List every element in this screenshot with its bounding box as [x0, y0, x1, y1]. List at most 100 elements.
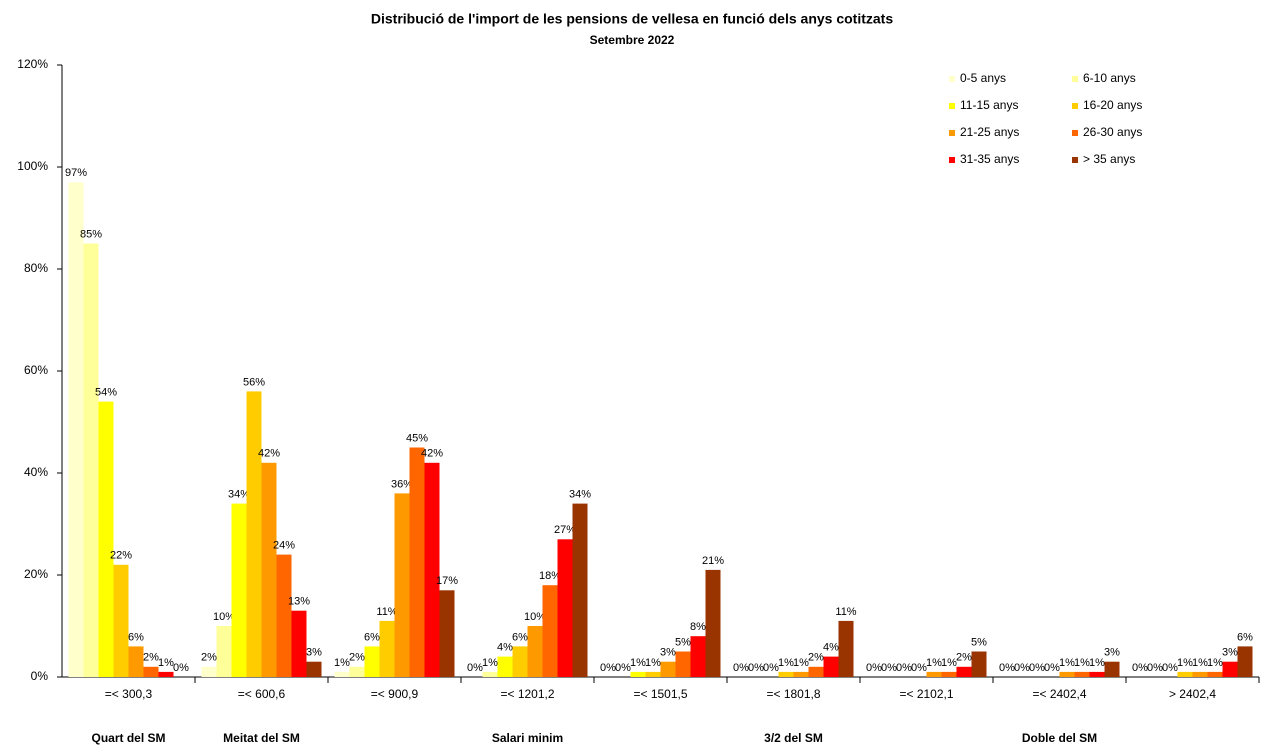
value-label: 1%: [1207, 657, 1223, 669]
bar: [1089, 671, 1105, 677]
bar: [143, 666, 159, 677]
value-label: 3%: [1222, 647, 1238, 659]
value-label: 18%: [539, 570, 561, 582]
value-label: 0%: [1147, 662, 1163, 674]
bar: [1059, 671, 1075, 677]
bar: [291, 610, 307, 677]
value-label: 2%: [956, 652, 972, 664]
value-label: 6%: [1237, 631, 1253, 643]
value-label: 2%: [349, 652, 365, 664]
y-tick-label: 0%: [31, 669, 49, 683]
group-label: Doble del SM: [1022, 731, 1097, 745]
value-label: 11%: [376, 606, 397, 618]
value-label: 0%: [1044, 662, 1060, 674]
x-tick-label: > 2402,4: [1169, 687, 1216, 701]
value-label: 0%: [881, 662, 897, 674]
bar: [364, 646, 380, 677]
value-label: 10%: [213, 611, 235, 623]
value-label: 1%: [1059, 657, 1075, 669]
value-label: 3%: [1104, 647, 1120, 659]
bar: [971, 651, 987, 677]
value-label: 5%: [675, 636, 691, 648]
value-label: 5%: [971, 636, 987, 648]
legend-swatch: [949, 130, 955, 136]
value-label: 1%: [482, 657, 498, 669]
x-tick-label: =< 1801,8: [766, 687, 820, 701]
value-label: 1%: [158, 657, 174, 669]
x-tick-label: =< 600,6: [238, 687, 286, 701]
bar: [216, 626, 232, 677]
bar: [113, 564, 129, 677]
value-label: 2%: [143, 652, 159, 664]
value-label: 21%: [702, 555, 724, 567]
x-tick-label: =< 2402,4: [1032, 687, 1086, 701]
bar: [68, 182, 84, 678]
bar: [409, 447, 425, 677]
value-label: 1%: [1074, 657, 1090, 669]
value-label: 8%: [690, 621, 706, 633]
bar: [1207, 671, 1223, 677]
value-label: 0%: [615, 662, 631, 674]
x-tick-label: =< 1501,5: [633, 687, 687, 701]
value-label: 1%: [1192, 657, 1208, 669]
bar: [512, 646, 528, 677]
value-label: 0%: [748, 662, 764, 674]
y-tick-label: 60%: [24, 363, 48, 377]
bar: [334, 671, 350, 677]
bar: [1222, 661, 1238, 677]
value-label: 0%: [600, 662, 616, 674]
group-label: 3/2 del SM: [764, 731, 823, 745]
value-label: 4%: [823, 642, 839, 654]
value-label: 1%: [630, 657, 646, 669]
value-label: 4%: [497, 642, 513, 654]
value-label: 0%: [1132, 662, 1148, 674]
bar: [1192, 671, 1208, 677]
legend-swatch: [1072, 76, 1078, 82]
y-tick-label: 20%: [24, 567, 48, 581]
value-label: 54%: [95, 387, 117, 399]
value-label: 10%: [524, 611, 546, 623]
value-label: 6%: [128, 631, 144, 643]
value-label: 0%: [733, 662, 749, 674]
bar: [838, 620, 854, 677]
x-tick-label: =< 900,9: [371, 687, 419, 701]
value-label: 17%: [436, 575, 458, 587]
bar: [557, 539, 573, 677]
bar: [349, 666, 365, 677]
value-label: 0%: [1014, 662, 1030, 674]
bar: [98, 401, 114, 677]
legend-label: 26-30 anys: [1083, 125, 1142, 139]
value-label: 11%: [835, 606, 856, 618]
bar: [246, 391, 262, 677]
value-label: 24%: [273, 540, 295, 552]
y-tick-label: 120%: [17, 57, 48, 71]
bar: [690, 636, 706, 677]
value-label: 2%: [201, 652, 217, 664]
legend-label: 21-25 anys: [960, 125, 1019, 139]
bar: [808, 666, 824, 677]
value-label: 45%: [406, 432, 428, 444]
y-tick-label: 100%: [17, 159, 48, 173]
bar: [793, 671, 809, 677]
value-label: 1%: [645, 657, 661, 669]
bar: [527, 626, 543, 677]
value-label: 34%: [569, 489, 591, 501]
value-label: 97%: [65, 167, 87, 179]
value-label: 22%: [110, 550, 132, 562]
bar: [306, 661, 322, 677]
bar: [201, 666, 217, 677]
bar: [778, 671, 794, 677]
bar: [394, 493, 410, 677]
bar: [1177, 671, 1193, 677]
value-label: 85%: [80, 228, 102, 240]
x-tick-label: =< 2102,1: [899, 687, 953, 701]
value-label: 1%: [1177, 657, 1193, 669]
x-tick-label: =< 1201,2: [500, 687, 554, 701]
group-label: Meitat del SM: [223, 731, 300, 745]
legend-swatch: [949, 157, 955, 163]
bar: [276, 554, 292, 677]
legend-label: 0-5 anys: [960, 71, 1006, 85]
bar: [424, 462, 440, 677]
value-label: 3%: [306, 647, 322, 659]
